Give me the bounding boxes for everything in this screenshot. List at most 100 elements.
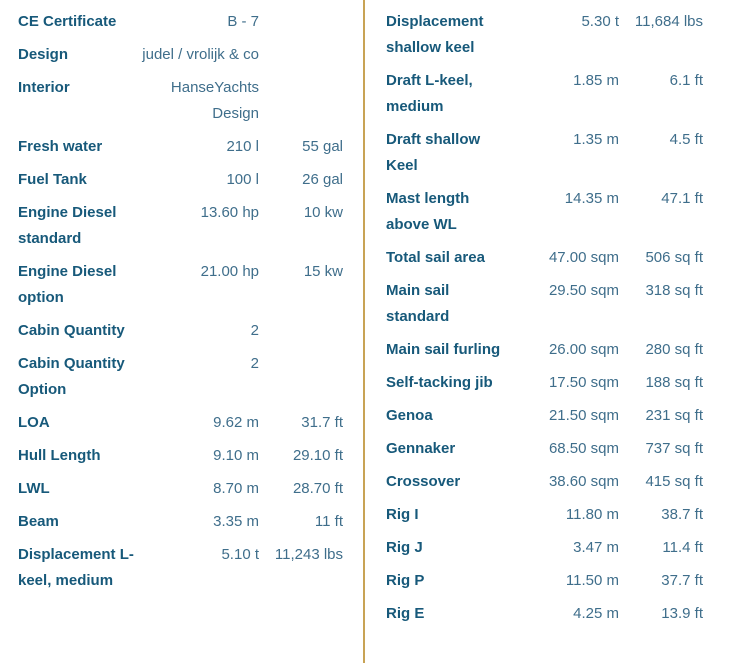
spec-row: Total sail area 47.00 sqm 506 sq ft xyxy=(386,245,703,271)
spec-value-metric: 9.10 m xyxy=(213,447,259,464)
spec-row: CE Certificate B - 7 xyxy=(18,9,343,35)
spec-value-imperial: 506 sq ft xyxy=(645,249,703,266)
spec-value-metric: B - 7 xyxy=(227,13,259,30)
spec-value-metric: 1.85 m xyxy=(573,72,619,89)
spec-row: Interior HanseYachts Design xyxy=(18,75,343,127)
spec-value-metric: 47.00 sqm xyxy=(548,249,619,266)
specs-right-column: Displacement shallow keel 5.30 t 11,684 … xyxy=(365,0,733,663)
spec-value-metric: 8.70 m xyxy=(213,480,259,497)
spec-label: Genoa xyxy=(386,407,433,424)
spec-value-metric: 29.50 sqm xyxy=(548,282,619,299)
spec-value-metric: 2 xyxy=(250,355,259,372)
spec-label: Rig J xyxy=(386,539,423,556)
spec-label: Crossover xyxy=(386,473,461,490)
spec-value-metric: 14.35 m xyxy=(564,190,619,207)
spec-label: Total sail area xyxy=(386,249,485,266)
spec-value-imperial: 37.7 ft xyxy=(661,572,703,589)
spec-value-imperial: 38.7 ft xyxy=(661,506,703,523)
spec-value-metric: 1.35 m xyxy=(573,131,619,148)
spec-value-metric: 100 l xyxy=(226,171,259,188)
spec-value-imperial: 4.5 ft xyxy=(669,131,703,148)
spec-row: Mast length above WL 14.35 m 47.1 ft xyxy=(386,186,703,238)
spec-value-metric: judel / vrolijk & co xyxy=(142,46,259,63)
spec-value-imperial: 231 sq ft xyxy=(645,407,703,424)
spec-value-metric: 26.00 sqm xyxy=(548,341,619,358)
spec-value-metric: 5.10 t xyxy=(221,546,259,563)
spec-value-metric: 2 xyxy=(250,322,259,339)
spec-value-metric: HanseYachts Design xyxy=(170,79,259,122)
spec-value-imperial: 28.70 ft xyxy=(292,480,343,497)
spec-label: Engine Diesel option xyxy=(18,263,117,306)
spec-label: Interior xyxy=(18,79,70,96)
spec-value-imperial: 47.1 ft xyxy=(661,190,703,207)
spec-label: Gennaker xyxy=(386,440,456,457)
spec-value-imperial: 10 kw xyxy=(303,204,343,221)
spec-label: Rig I xyxy=(386,506,419,523)
spec-value-metric: 21.00 hp xyxy=(200,263,259,280)
spec-label: Displacement L-keel, medium xyxy=(18,546,134,589)
spec-value-imperial: 11 ft xyxy=(314,513,343,530)
spec-value-imperial: 29.10 ft xyxy=(292,447,343,464)
spec-label: Rig P xyxy=(386,572,425,589)
spec-row: Beam 3.35 m 11 ft xyxy=(18,509,343,535)
spec-value-imperial: 11,684 lbs xyxy=(634,13,703,30)
spec-value-imperial: 6.1 ft xyxy=(669,72,703,89)
spec-row: Crossover 38.60 sqm 415 sq ft xyxy=(386,469,703,495)
spec-value-metric: 11.80 m xyxy=(565,506,619,523)
spec-row: LWL 8.70 m 28.70 ft xyxy=(18,476,343,502)
spec-row: Fuel Tank 100 l 26 gal xyxy=(18,167,343,193)
spec-label: CE Certificate xyxy=(18,13,117,30)
spec-value-imperial: 55 gal xyxy=(302,138,343,155)
spec-label: Draft shallow Keel xyxy=(386,131,481,174)
spec-row: Genoa 21.50 sqm 231 sq ft xyxy=(386,403,703,429)
spec-value-imperial: 11,243 lbs xyxy=(274,546,343,563)
spec-label: Fuel Tank xyxy=(18,171,87,188)
spec-row: Main sail furling 26.00 sqm 280 sq ft xyxy=(386,337,703,363)
spec-value-imperial: 26 gal xyxy=(302,171,343,188)
spec-label: Design xyxy=(18,46,69,63)
spec-row: Rig J 3.47 m 11.4 ft xyxy=(386,535,703,561)
spec-row: Draft shallow Keel 1.35 m 4.5 ft xyxy=(386,127,703,179)
spec-value-metric: 9.62 m xyxy=(213,414,259,431)
spec-row: Cabin Quantity 2 xyxy=(18,318,343,344)
spec-row: Rig P 11.50 m 37.7 ft xyxy=(386,568,703,594)
spec-value-imperial: 415 sq ft xyxy=(645,473,703,490)
spec-row: Draft L-keel, medium 1.85 m 6.1 ft xyxy=(386,68,703,120)
spec-row: Main sail standard 29.50 sqm 318 sq ft xyxy=(386,278,703,330)
spec-value-metric: 17.50 sqm xyxy=(548,374,619,391)
spec-value-metric: 3.47 m xyxy=(573,539,619,556)
spec-value-imperial: 31.7 ft xyxy=(301,414,343,431)
spec-value-metric: 21.50 sqm xyxy=(548,407,619,424)
spec-row: Hull Length 9.10 m 29.10 ft xyxy=(18,443,343,469)
spec-row: Engine Diesel option 21.00 hp 15 kw xyxy=(18,259,343,311)
spec-label: Displacement shallow keel xyxy=(386,13,484,56)
spec-label: Engine Diesel standard xyxy=(18,204,117,247)
spec-row: Gennaker 68.50 sqm 737 sq ft xyxy=(386,436,703,462)
spec-value-metric: 5.30 t xyxy=(581,13,619,30)
spec-row: Cabin Quantity Option 2 xyxy=(18,351,343,403)
spec-label: Rig E xyxy=(386,605,425,622)
spec-label: Mast length above WL xyxy=(386,190,470,233)
spec-value-imperial: 15 kw xyxy=(303,263,343,280)
spec-label: Cabin Quantity Option xyxy=(18,355,125,398)
spec-value-imperial: 11.4 ft xyxy=(662,539,703,556)
spec-row: Engine Diesel standard 13.60 hp 10 kw xyxy=(18,200,343,252)
spec-label: Self-tacking jib xyxy=(386,374,493,391)
spec-label: Cabin Quantity xyxy=(18,322,125,339)
spec-label: Main sail furling xyxy=(386,341,501,358)
spec-row: Displacement L-keel, medium 5.10 t 11,24… xyxy=(18,542,343,594)
spec-row: Self-tacking jib 17.50 sqm 188 sq ft xyxy=(386,370,703,396)
spec-value-metric: 68.50 sqm xyxy=(548,440,619,457)
spec-label: Draft L-keel, medium xyxy=(386,72,473,115)
spec-row: Rig I 11.80 m 38.7 ft xyxy=(386,502,703,528)
spec-label: Hull Length xyxy=(18,447,101,464)
spec-label: Main sail standard xyxy=(386,282,450,325)
spec-value-imperial: 737 sq ft xyxy=(645,440,703,457)
spec-value-imperial: 280 sq ft xyxy=(645,341,703,358)
spec-label: LWL xyxy=(18,480,50,497)
spec-value-metric: 13.60 hp xyxy=(200,204,259,221)
spec-label: LOA xyxy=(18,414,50,431)
spec-value-metric: 11.50 m xyxy=(565,572,619,589)
spec-value-metric: 210 l xyxy=(226,138,259,155)
